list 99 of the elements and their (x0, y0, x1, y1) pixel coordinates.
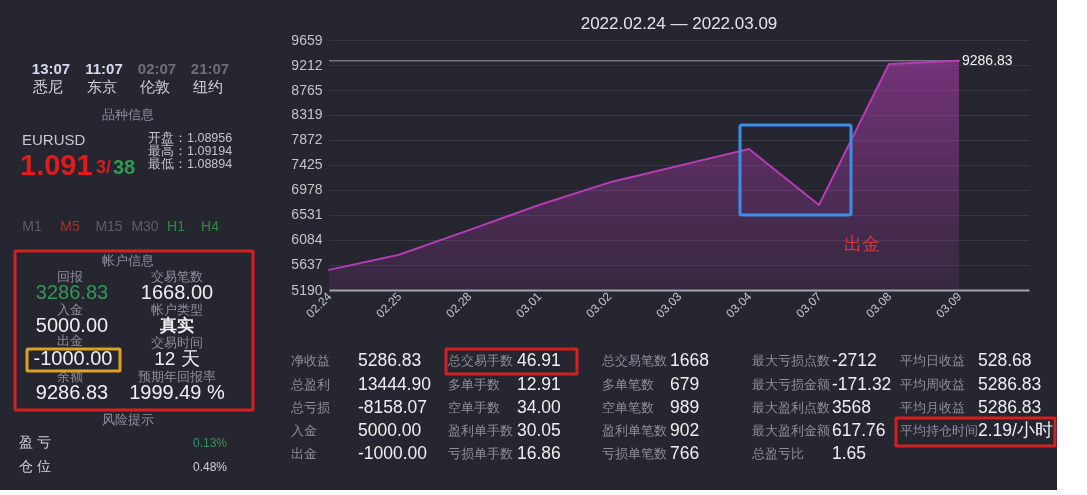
text: -1000.00 (358, 443, 428, 463)
text: -171.32 (832, 374, 892, 394)
text: 交易时间 (151, 335, 203, 350)
text: 多单笔数 (602, 377, 654, 392)
text: 回报 (57, 269, 83, 284)
text: 帐户信息 (102, 253, 154, 268)
text: 16.86 (517, 443, 561, 463)
y-tick-label: 8765 (291, 81, 323, 98)
text: 0.48% (193, 460, 228, 474)
text: 纽约 (193, 78, 223, 95)
text: 风险提示 (102, 412, 154, 427)
text: 5286.83 (978, 397, 1042, 417)
text: 出金 (57, 333, 83, 348)
text: 空单笔数 (602, 400, 654, 415)
text: 617.76 (832, 420, 886, 440)
text: 净收益 (291, 353, 330, 368)
text: 最大盈利金额 (752, 423, 830, 438)
text: 平均日收益 (900, 353, 965, 368)
text: H1 (167, 218, 186, 234)
text: 最大亏损点数 (752, 353, 830, 368)
annotation: 出金 (844, 233, 880, 254)
text: 30.05 (517, 420, 561, 440)
y-tick-label: 9659 (291, 31, 323, 48)
text: 仓 位 (19, 458, 51, 474)
text: 东京 (87, 78, 117, 95)
text: 5000.00 (358, 420, 422, 440)
text: 总交易笔数 (601, 353, 667, 368)
text: 多单手数 (448, 377, 500, 392)
text: 21:07 (190, 60, 230, 77)
text: 12 天 (154, 348, 200, 369)
y-tick-label: 9212 (291, 56, 323, 73)
text: 空单手数 (448, 400, 500, 415)
text: 3/ (96, 157, 112, 177)
text: 盈利单笔数 (602, 423, 667, 438)
text: 1668 (670, 350, 709, 370)
text: 伦敦 (140, 78, 170, 95)
text: 悉尼 (32, 78, 63, 95)
text: 最高：1.09194 (148, 143, 233, 158)
text: 0.13% (193, 436, 228, 450)
text: 平均周收益 (900, 377, 965, 392)
text: 46.91 (517, 350, 561, 370)
y-tick-label: 7425 (291, 156, 323, 173)
text: 02:07 (137, 60, 177, 77)
text: 13:07 (31, 60, 71, 77)
text: 902 (670, 420, 700, 440)
text: 总盈亏比 (751, 446, 804, 461)
text: 最低：1.08894 (148, 157, 233, 171)
text: EURUSD (22, 131, 86, 148)
chart-title: 2022.02.24 — 2022.03.09 (580, 14, 778, 33)
y-tick-label: 6978 (291, 181, 323, 198)
text: 12.91 (517, 374, 561, 394)
text: 最大盈利点数 (752, 400, 830, 415)
text: 34.00 (517, 397, 562, 417)
text: 528.68 (978, 350, 1032, 370)
text: 总交易手数 (447, 353, 513, 368)
text: 盈 亏 (19, 434, 51, 450)
data-label: 9286.83 (962, 51, 1013, 68)
text: M15 (95, 218, 123, 234)
text: 预期年回报率 (138, 369, 216, 384)
text: 亏损单笔数 (602, 446, 667, 461)
text: 989 (670, 397, 700, 417)
text: M5 (60, 218, 80, 234)
text: 11:07 (85, 60, 123, 77)
text: 1.091 (20, 149, 93, 181)
text: -8158.07 (358, 397, 428, 417)
text: 1.65 (832, 443, 867, 463)
text: 679 (670, 374, 700, 394)
text: 入金 (291, 423, 317, 438)
text: -2712 (832, 350, 877, 370)
text: 3568 (832, 397, 871, 417)
text: 开盘：1.08956 (148, 131, 233, 145)
text: -1000.00 (33, 347, 113, 369)
text: 入金 (57, 302, 83, 317)
y-tick-label: 8319 (291, 106, 323, 123)
y-tick-label: 5637 (291, 256, 323, 273)
text: 出金 (291, 446, 317, 461)
text: H4 (201, 218, 220, 234)
text: 总亏损 (290, 400, 330, 415)
text: 亏损单手数 (448, 446, 513, 461)
text: 766 (670, 443, 700, 463)
text: 5286.83 (358, 350, 422, 370)
text: 帐户类型 (151, 302, 203, 317)
text: M1 (22, 218, 42, 234)
text: 真实 (159, 316, 194, 335)
text: 平均月收益 (900, 400, 965, 415)
text: 平均持仓时间 (900, 423, 978, 438)
text: 38 (113, 156, 136, 178)
text: 最大亏损金额 (752, 377, 830, 392)
text: 交易笔数 (151, 269, 203, 284)
y-tick-label: 7872 (291, 131, 323, 148)
y-tick-label: 6084 (291, 231, 323, 248)
text: 品种信息 (102, 107, 154, 122)
text: 盈利单手数 (448, 423, 513, 438)
text: 5286.83 (978, 374, 1042, 394)
text: 13444.90 (358, 374, 432, 394)
text: 总盈利 (290, 377, 330, 392)
text: M30 (131, 218, 159, 234)
y-tick-label: 6531 (291, 206, 323, 223)
text: 2.19/小时 (978, 420, 1053, 440)
